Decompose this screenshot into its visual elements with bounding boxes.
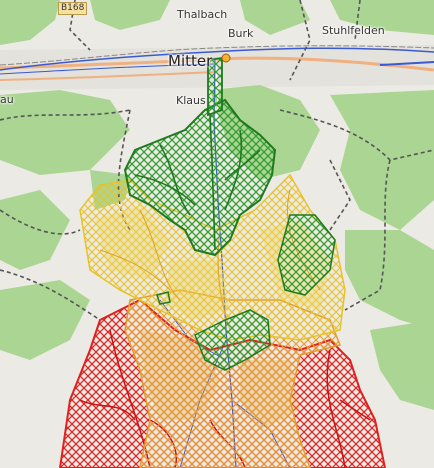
zone-green-south xyxy=(194,309,271,371)
label-left-edge: au xyxy=(0,93,14,106)
label-burk: Burk xyxy=(228,27,254,40)
zone-green xyxy=(123,98,277,257)
zone-green-west xyxy=(156,291,171,305)
zone-orange-tint xyxy=(140,330,300,430)
label-stuhlfelden: Stuhlfelden xyxy=(322,24,385,37)
label-thalbach: Thalbach xyxy=(177,8,228,21)
zone-green-subbasins xyxy=(134,114,261,251)
railway xyxy=(0,45,434,66)
label-mittersill: Mitter xyxy=(168,52,213,70)
zone-green-east xyxy=(277,214,336,296)
road-shield-b168: B168 xyxy=(58,2,88,15)
town-marker xyxy=(221,53,231,63)
zone-green-channel xyxy=(207,56,223,117)
label-klaus: Klaus xyxy=(176,94,206,107)
